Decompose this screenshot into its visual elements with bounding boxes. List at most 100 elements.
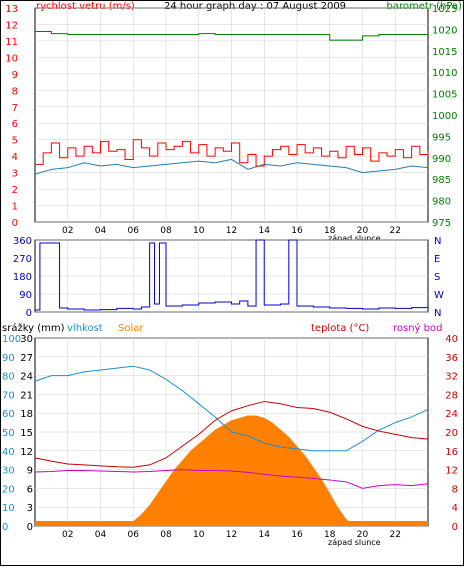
wind-tick-label: 5 bbox=[12, 136, 18, 147]
time-tick-label: 18 bbox=[324, 226, 336, 236]
solar-tick-label: 32 bbox=[445, 372, 458, 383]
rain-tick-label: 0 bbox=[27, 522, 33, 533]
solar-tick-label: 24 bbox=[445, 409, 458, 420]
temp-tick-label: 20 bbox=[431, 395, 432, 396]
temperature-line bbox=[34, 400, 429, 468]
wind-baro-chart: rychlost vetru (m/s) 24 hour graph day :… bbox=[5, 1, 462, 243]
wind-tick-label: 12 bbox=[5, 20, 18, 31]
wind-tick-label: 10 bbox=[5, 53, 18, 64]
temp-tick-label: 24 bbox=[431, 368, 432, 369]
rain-tick-label: 12 bbox=[20, 447, 33, 458]
time-tick-label: 02 bbox=[62, 530, 73, 540]
temp-tick-label: 18 bbox=[431, 408, 432, 409]
humidity-tick-label: 80 bbox=[2, 372, 15, 383]
baro-tick-label: 995 bbox=[432, 132, 451, 143]
time-tick-label: 06 bbox=[128, 226, 140, 236]
wind-tick-label: 3 bbox=[12, 169, 18, 180]
temp-tick-label: 26 bbox=[431, 354, 432, 355]
rain-tick-label: 21 bbox=[20, 390, 33, 401]
rain-tick-label: 30 bbox=[20, 334, 33, 345]
time-tick-label: 16 bbox=[291, 530, 303, 540]
baro-tick-label: 980 bbox=[432, 197, 451, 208]
time-tick-label: 22 bbox=[390, 226, 401, 236]
baro-tick-label: 1000 bbox=[432, 111, 457, 122]
direction-tick-label: 180 bbox=[13, 272, 32, 283]
solar-tick-label: 36 bbox=[445, 353, 458, 364]
chart-title: 24 hour graph day : 07 August 2009 bbox=[164, 1, 346, 12]
wind-tick-label: 2 bbox=[12, 185, 18, 196]
humidity-tick-label: 30 bbox=[2, 466, 15, 477]
gust-line bbox=[34, 158, 429, 175]
humidity-tick-label: 90 bbox=[2, 353, 15, 364]
time-tick-label: 16 bbox=[291, 226, 303, 236]
wind-tick-label: 0 bbox=[12, 218, 18, 229]
solar-tick-label: 40 bbox=[445, 334, 458, 345]
sunset-annotation: západ slunce bbox=[328, 234, 381, 243]
time-tick-label: 14 bbox=[259, 226, 271, 236]
wind-tick-label: 13 bbox=[5, 4, 18, 15]
baro-tick-label: 985 bbox=[432, 175, 451, 186]
legend-solar: Solar bbox=[118, 323, 144, 334]
wind-speed-axis-title: rychlost vetru (m/s) bbox=[36, 1, 135, 12]
wind-tick-label: 8 bbox=[12, 86, 18, 97]
direction-tick-label: 0 bbox=[26, 308, 32, 319]
time-tick-label: 18 bbox=[324, 530, 336, 540]
temp-tick-label: 6 bbox=[431, 489, 432, 490]
temp-tick-label: 4 bbox=[431, 502, 432, 503]
solar-tick-label: 16 bbox=[445, 447, 458, 458]
humidity-tick-label: 70 bbox=[2, 390, 15, 401]
time-tick-label: 02 bbox=[62, 226, 73, 236]
baro-axis-title: barometr (hPa) bbox=[387, 1, 463, 12]
legend-temperature: teplota (°C) bbox=[311, 323, 369, 334]
direction-tick-label: 270 bbox=[13, 254, 32, 265]
temp-tick-label: 12 bbox=[431, 448, 432, 449]
time-tick-label: 10 bbox=[193, 530, 205, 540]
rain-tick-label: 27 bbox=[20, 353, 33, 364]
temp-hum-solar-chart: srážky (mm) vlhkost Solar teplota (°C) r… bbox=[2, 322, 458, 547]
compass-label: N bbox=[434, 308, 441, 319]
time-tick-label: 06 bbox=[128, 530, 140, 540]
legend-humidity: vlhkost bbox=[67, 323, 103, 334]
compass-label: S bbox=[434, 272, 440, 283]
baro-tick-label: 1010 bbox=[432, 68, 457, 79]
rain-tick-label: 9 bbox=[27, 466, 33, 477]
time-tick-label: 22 bbox=[390, 530, 401, 540]
direction-tick-label: 90 bbox=[19, 290, 32, 301]
time-tick-label: 12 bbox=[226, 226, 237, 236]
rain-tick-label: 15 bbox=[20, 428, 33, 439]
wind-direction-chart: 0 N 90 W 180 S 270 E 360 N bbox=[13, 236, 444, 319]
time-tick-label: 10 bbox=[193, 226, 205, 236]
wind-tick-label: 6 bbox=[12, 119, 18, 130]
dewpoint-line bbox=[34, 469, 429, 489]
rain-tick-label: 24 bbox=[20, 372, 33, 383]
temp-tick-label: 0 bbox=[431, 529, 432, 530]
rain-tick-label: 18 bbox=[20, 409, 33, 420]
compass-label: W bbox=[434, 290, 444, 301]
solar-tick-label: 8 bbox=[452, 484, 458, 495]
temp-tick-label: 28 bbox=[431, 341, 432, 342]
temp-tick-label: 8 bbox=[431, 475, 432, 476]
wind-tick-label: 4 bbox=[12, 152, 18, 163]
time-tick-label: 20 bbox=[357, 530, 369, 540]
sunset-annotation: západ slunce bbox=[328, 538, 381, 547]
humidity-line bbox=[34, 365, 429, 452]
temp-tick-label: 10 bbox=[431, 462, 432, 463]
baro-tick-label: 1005 bbox=[432, 90, 457, 101]
wind-speed-line bbox=[35, 139, 429, 167]
compass-label: E bbox=[434, 254, 440, 265]
solar-tick-label: 28 bbox=[445, 390, 458, 401]
time-tick-label: 12 bbox=[226, 530, 237, 540]
solar-tick-label: 0 bbox=[452, 522, 458, 533]
direction-tick-label: 360 bbox=[13, 236, 32, 247]
baro-tick-label: 975 bbox=[432, 218, 451, 229]
time-tick-label: 04 bbox=[95, 226, 107, 236]
barometer-line bbox=[35, 31, 428, 41]
baro-tick-label: 1015 bbox=[432, 47, 457, 58]
baro-tick-label: 1020 bbox=[432, 25, 457, 36]
wind-tick-label: 7 bbox=[12, 103, 18, 114]
wind-tick-label: 9 bbox=[12, 70, 18, 81]
humidity-tick-label: 40 bbox=[2, 447, 15, 458]
humidity-tick-label: 100 bbox=[2, 334, 21, 345]
